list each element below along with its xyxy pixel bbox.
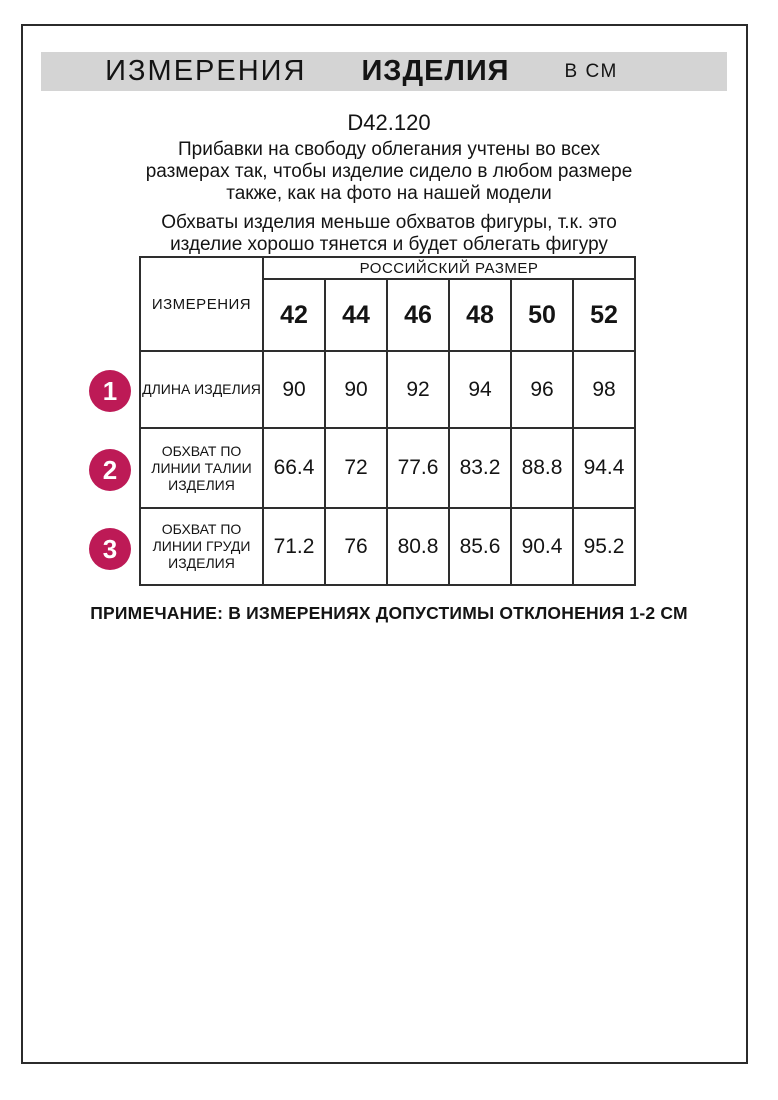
value-cell: 80.8 — [386, 507, 450, 586]
value-cell: 92 — [386, 350, 450, 429]
value-cell: 76 — [324, 507, 388, 586]
title-bar: ИЗМЕРЕНИЯ ИЗДЕЛИЯ В СМ — [41, 52, 727, 91]
title-units: В СМ — [564, 60, 618, 82]
title-measurements: ИЗМЕРЕНИЯ — [105, 55, 307, 87]
value-cell: 96 — [510, 350, 574, 429]
row-label: ОБХВАТ ПО ЛИНИИ ТАЛИИ ИЗДЕЛИЯ — [139, 427, 264, 509]
fit-allowance-paragraph: Прибавки на свободу облегания учтены во … — [145, 139, 633, 204]
size-table: ИЗМЕРЕНИЯ РОССИЙСКИЙ РАЗМЕР 42 44 46 48 … — [139, 256, 636, 586]
value-cell: 90 — [262, 350, 326, 429]
row-number-badge-2: 2 — [89, 449, 131, 491]
value-cell: 94 — [448, 350, 512, 429]
table-group-header-row: ИЗМЕРЕНИЯ РОССИЙСКИЙ РАЗМЕР — [139, 256, 636, 352]
product-code: D42.120 — [347, 110, 431, 135]
value-cell: 77.6 — [386, 427, 450, 509]
row-label: ДЛИНА ИЗДЕЛИЯ — [139, 350, 264, 429]
value-cell: 94.4 — [572, 427, 636, 509]
size-header-cell: 44 — [324, 278, 388, 352]
value-cell: 71.2 — [262, 507, 326, 586]
table-row: ОБХВАТ ПО ЛИНИИ ТАЛИИ ИЗДЕЛИЯ 66.4 72 77… — [139, 427, 636, 509]
description-block: Прибавки на свободу облегания учтены во … — [134, 139, 644, 263]
value-cell: 88.8 — [510, 427, 574, 509]
size-header-cell: 50 — [510, 278, 574, 352]
row-number-badge-3: 3 — [89, 528, 131, 570]
value-cell: 66.4 — [262, 427, 326, 509]
size-header-cell: 52 — [572, 278, 636, 352]
table-sizes-row: 42 44 46 48 50 52 — [140, 278, 636, 352]
page-border-frame — [21, 24, 748, 1064]
value-cell: 95.2 — [572, 507, 636, 586]
row-label: ОБХВАТ ПО ЛИНИИ ГРУДИ ИЗДЕЛИЯ — [139, 507, 264, 586]
value-cell: 90.4 — [510, 507, 574, 586]
value-cell: 72 — [324, 427, 388, 509]
stretch-note-paragraph: Обхваты изделия меньше обхватов фигуры, … — [161, 212, 617, 255]
table-corner-header: ИЗМЕРЕНИЯ — [139, 256, 264, 352]
value-cell: 90 — [324, 350, 388, 429]
title-product: ИЗДЕЛИЯ — [361, 55, 510, 87]
size-header-cell: 48 — [448, 278, 512, 352]
table-row: ОБХВАТ ПО ЛИНИИ ГРУДИ ИЗДЕЛИЯ 71.2 76 80… — [139, 507, 636, 586]
size-header-cell: 42 — [262, 278, 326, 352]
table-group-header: РОССИЙСКИЙ РАЗМЕР — [262, 256, 636, 280]
tolerance-note: ПРИМЕЧАНИЕ: В ИЗМЕРЕНИЯХ ДОПУСТИМЫ ОТКЛО… — [90, 603, 688, 623]
table-row: ДЛИНА ИЗДЕЛИЯ 90 90 92 94 96 98 — [139, 350, 636, 429]
value-cell: 98 — [572, 350, 636, 429]
size-header-cell: 46 — [386, 278, 450, 352]
row-number-badge-1: 1 — [89, 370, 131, 412]
value-cell: 85.6 — [448, 507, 512, 586]
value-cell: 83.2 — [448, 427, 512, 509]
